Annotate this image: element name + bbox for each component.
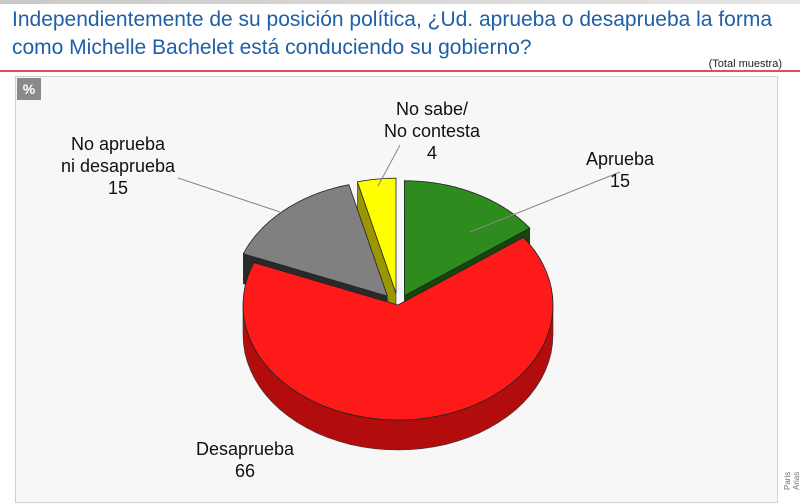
pie-slice-0 <box>404 180 531 297</box>
slice-label-1: Desaprueba 66 <box>196 439 295 481</box>
slice-label-line-2-1: ni desaprueba <box>61 156 176 176</box>
slice-label-line-1-0: Desaprueba <box>196 439 295 459</box>
leader-line-2 <box>177 177 281 213</box>
divider-line <box>0 70 800 72</box>
pie-slice-3 <box>356 177 397 294</box>
page-title: Independientemente de su posición políti… <box>12 6 792 62</box>
slice-value-2: 15 <box>108 178 128 198</box>
pie-slice-2 <box>242 184 389 297</box>
leader-line-0 <box>469 171 621 233</box>
slice-label-3: No sabe/No contesta 4 <box>384 99 481 163</box>
pie-slice-1 <box>242 236 554 421</box>
slice-value-1: 66 <box>235 461 255 481</box>
slice-label-0: Aprueba 15 <box>586 149 655 191</box>
percent-badge: % <box>17 78 41 100</box>
slice-value-0: 15 <box>610 171 630 191</box>
leader-line-3 <box>377 144 401 187</box>
slice-value-3: 4 <box>427 143 437 163</box>
title-line-2: como Michelle Bachelet está conduciendo … <box>12 36 532 59</box>
title-line-1: Independientemente de su posición políti… <box>12 8 772 31</box>
slice-label-line-3-1: No contesta <box>384 121 481 141</box>
slice-label-line-0-0: Aprueba <box>586 149 655 169</box>
slice-label-line-3-0: No sabe/ <box>396 99 468 119</box>
slice-label-line-2-0: No aprueba <box>71 134 166 154</box>
sample-note: (Total muestra) <box>708 58 782 70</box>
top-strip <box>0 0 800 4</box>
slice-label-2: No aprueba ni desaprueba 15 <box>61 134 176 198</box>
